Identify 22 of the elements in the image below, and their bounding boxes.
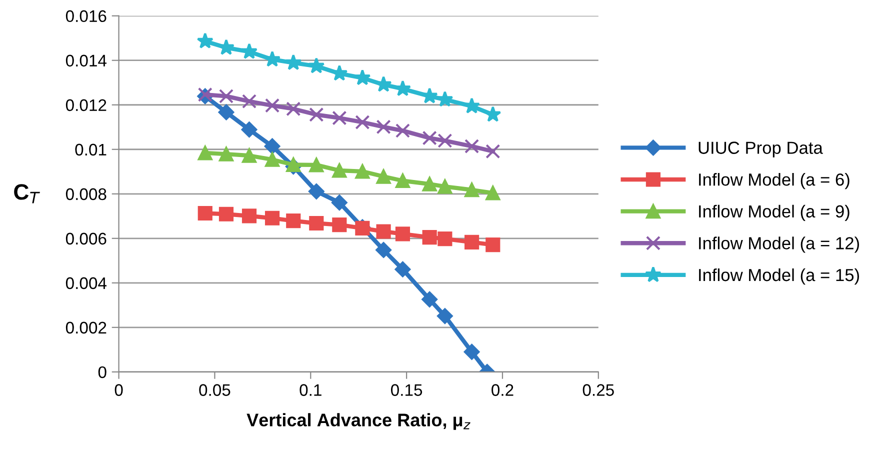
x-tick-label: 0.15 <box>390 384 422 396</box>
x-tick-label: 0.1 <box>300 384 322 396</box>
legend-label: UIUC Prop Data <box>698 142 823 158</box>
y-tick-label: 0.002 <box>66 322 106 334</box>
y-tick-label: 0.012 <box>66 99 106 112</box>
x-tick-label: 0.2 <box>492 384 514 396</box>
y-tick-label: 0 <box>98 366 106 378</box>
y-tick-label: 0.004 <box>66 277 107 290</box>
y-tick-label: 0.01 <box>75 144 106 156</box>
y-axis-title: C$_{T}$ <box>14 184 40 204</box>
y-tick-label: 0.008 <box>66 188 106 200</box>
y-tick-label: 0.016 <box>66 10 106 22</box>
legend-label: Inflow Model (a = 6) <box>699 173 850 190</box>
x-tick-label: 0.05 <box>199 384 230 396</box>
legend-label: Inflow Model (a = 15) <box>699 268 859 285</box>
x-tick-label: 0.25 <box>582 384 614 396</box>
legend-label: Inflow Model (a = 12) <box>699 236 859 253</box>
y-tick-label: 0.006 <box>66 232 106 245</box>
x-tick-label: 0 <box>114 384 123 396</box>
y-tick-label: 0.014 <box>66 54 107 67</box>
x-axis-title: Vertical Advance Ratio, μ$_{z}$ <box>246 413 470 430</box>
legend-label: Inflow Model (a = 9) <box>699 204 850 221</box>
